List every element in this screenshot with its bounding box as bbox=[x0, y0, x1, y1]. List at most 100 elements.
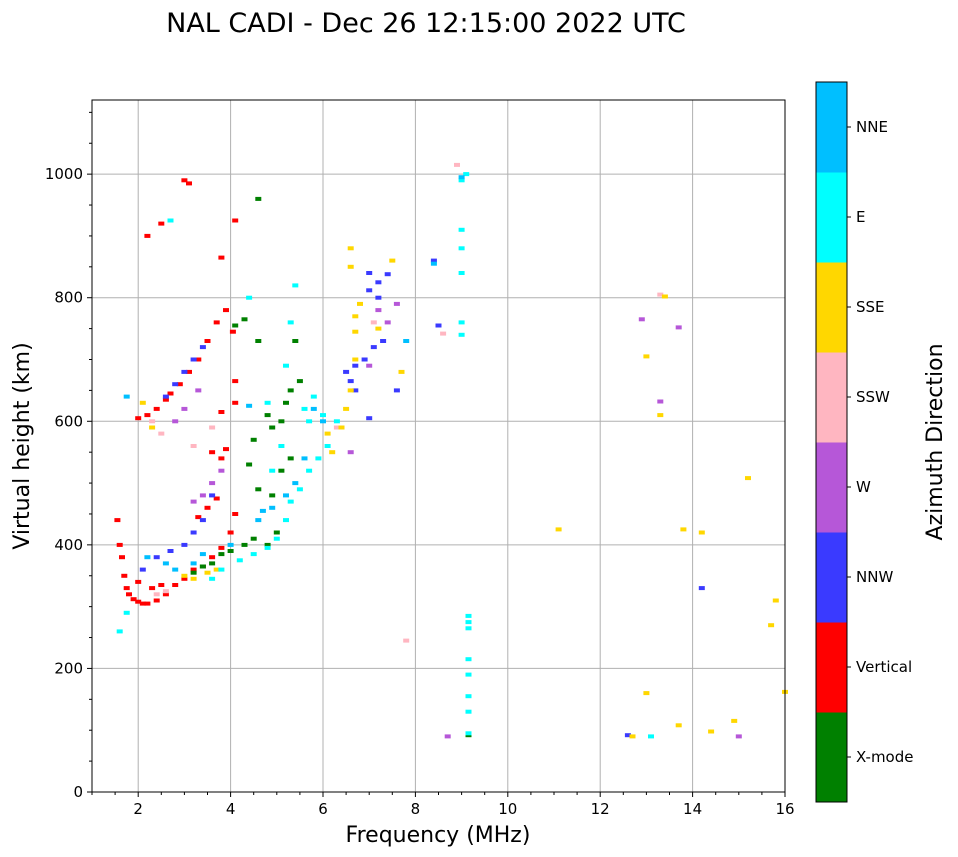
data-point bbox=[209, 555, 216, 560]
data-point bbox=[352, 357, 359, 362]
data-point bbox=[246, 462, 253, 467]
x-tick-label: 12 bbox=[591, 800, 610, 818]
data-point bbox=[204, 570, 211, 575]
data-point bbox=[190, 561, 197, 566]
data-point bbox=[149, 425, 156, 430]
data-point bbox=[204, 505, 211, 510]
data-point bbox=[139, 567, 146, 572]
data-point bbox=[306, 419, 313, 424]
data-point bbox=[366, 363, 373, 368]
data-point bbox=[123, 610, 130, 615]
data-point bbox=[123, 394, 130, 399]
data-point bbox=[213, 567, 220, 572]
colorbar-tick-label: Vertical bbox=[856, 658, 912, 676]
data-point bbox=[329, 450, 336, 455]
data-point bbox=[403, 638, 410, 643]
data-point bbox=[465, 613, 472, 618]
data-point bbox=[241, 542, 248, 547]
data-point bbox=[218, 456, 225, 461]
data-point bbox=[209, 493, 216, 498]
grid bbox=[92, 100, 786, 793]
data-point bbox=[352, 363, 359, 368]
data-point bbox=[181, 573, 188, 578]
data-point bbox=[236, 558, 243, 563]
data-point bbox=[190, 357, 197, 362]
data-point bbox=[167, 391, 174, 396]
data-point bbox=[162, 561, 169, 566]
data-point bbox=[292, 339, 299, 343]
colorbar-tick-label: NNE bbox=[856, 118, 888, 136]
data-point bbox=[218, 410, 225, 414]
data-point bbox=[352, 329, 359, 334]
colorbar-segment bbox=[816, 352, 847, 443]
data-point bbox=[246, 403, 253, 408]
data-point bbox=[375, 295, 382, 300]
data-point bbox=[278, 444, 285, 448]
data-point bbox=[250, 552, 257, 557]
data-point bbox=[465, 626, 472, 631]
data-point bbox=[283, 493, 289, 498]
data-point bbox=[232, 218, 239, 223]
data-point bbox=[229, 329, 236, 334]
data-point bbox=[190, 576, 197, 581]
data-point bbox=[255, 518, 262, 523]
data-point bbox=[139, 601, 146, 606]
data-point bbox=[181, 178, 188, 183]
data-point bbox=[172, 419, 179, 424]
data-point bbox=[139, 400, 146, 405]
data-point bbox=[333, 419, 340, 424]
data-point bbox=[209, 450, 216, 455]
data-point bbox=[250, 536, 257, 541]
data-point bbox=[384, 320, 391, 325]
data-point bbox=[116, 629, 123, 634]
data-point bbox=[162, 592, 169, 597]
data-point bbox=[333, 425, 340, 430]
data-point bbox=[772, 598, 779, 603]
data-point bbox=[246, 295, 253, 300]
colorbar-tick-label: X-mode bbox=[856, 748, 913, 766]
data-point bbox=[199, 518, 206, 523]
data-point bbox=[648, 734, 654, 739]
data-point bbox=[657, 292, 664, 297]
data-point bbox=[352, 314, 359, 319]
data-point bbox=[250, 437, 257, 442]
y-tick-label: 0 bbox=[73, 783, 83, 801]
data-point bbox=[283, 400, 289, 405]
y-tick-label: 400 bbox=[54, 536, 83, 554]
x-tick-label: 6 bbox=[318, 800, 328, 818]
data-point bbox=[232, 323, 239, 328]
data-point bbox=[384, 272, 391, 277]
data-point bbox=[223, 447, 229, 452]
data-point bbox=[624, 733, 631, 738]
data-point bbox=[370, 320, 377, 325]
chart-title: NAL CADI - Dec 26 12:15:00 2022 UTC bbox=[166, 8, 686, 39]
data-point bbox=[768, 623, 775, 628]
data-point bbox=[306, 468, 313, 473]
data-point bbox=[119, 555, 125, 560]
data-point bbox=[158, 221, 165, 226]
data-point bbox=[698, 586, 705, 591]
data-point bbox=[657, 399, 664, 404]
colorbar-segment bbox=[816, 262, 847, 353]
data-points bbox=[114, 162, 788, 739]
colorbar-tick-label: W bbox=[856, 478, 871, 496]
data-point bbox=[435, 323, 442, 328]
data-point bbox=[643, 691, 650, 696]
data-point bbox=[190, 530, 197, 535]
data-point bbox=[209, 561, 216, 566]
data-point bbox=[259, 508, 266, 513]
data-point bbox=[149, 419, 156, 424]
data-point bbox=[458, 271, 465, 275]
colorbar-segment bbox=[816, 622, 847, 713]
data-point bbox=[167, 218, 174, 223]
data-point bbox=[273, 536, 280, 541]
data-point bbox=[283, 518, 289, 523]
data-point bbox=[153, 598, 160, 603]
data-point bbox=[126, 592, 132, 597]
y-tick-label: 600 bbox=[54, 412, 83, 430]
data-point bbox=[287, 456, 294, 461]
data-point bbox=[366, 271, 373, 275]
data-point bbox=[123, 586, 130, 591]
data-point bbox=[149, 586, 156, 591]
colorbar-tick-label: NNW bbox=[856, 568, 893, 586]
